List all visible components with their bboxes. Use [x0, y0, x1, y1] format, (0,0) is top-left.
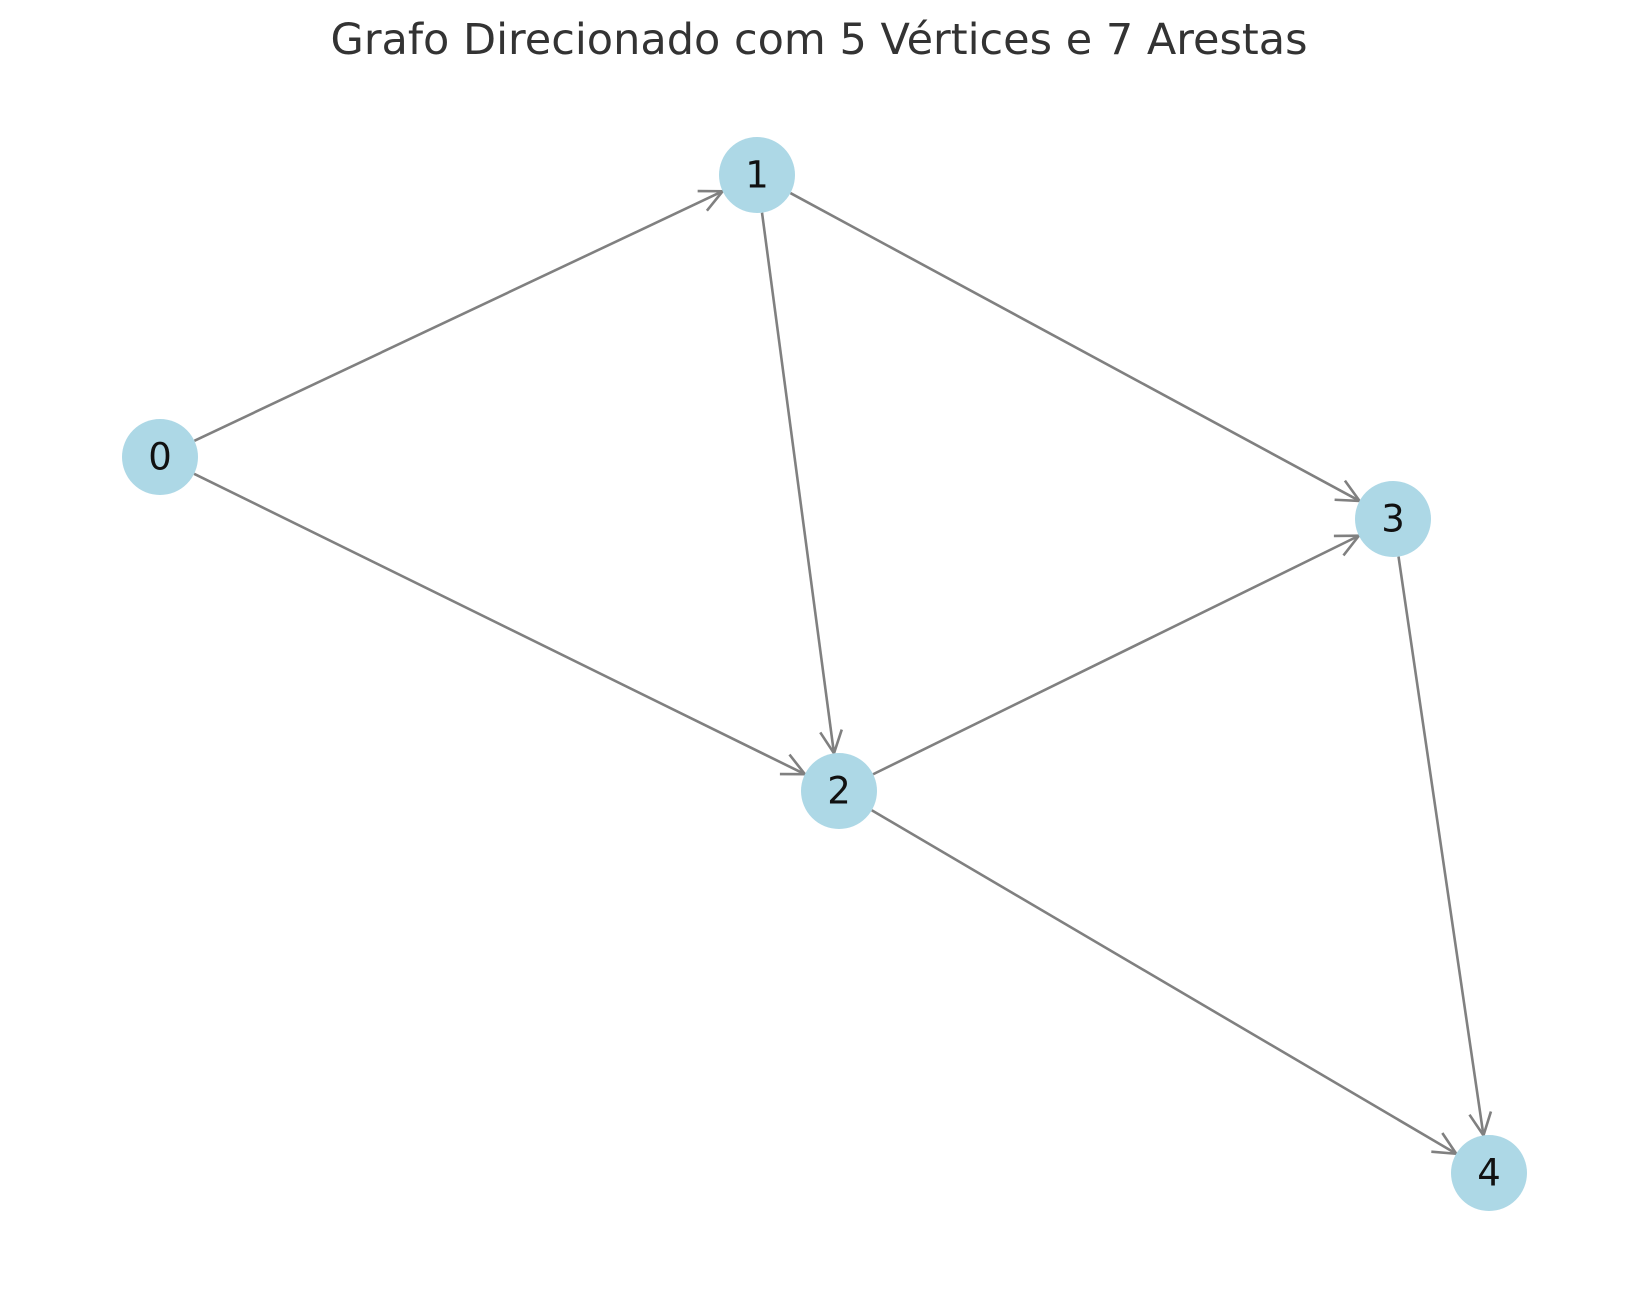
node-circle	[719, 137, 795, 213]
node-circle	[122, 419, 198, 495]
node-label: 2	[827, 770, 851, 813]
node-circle	[1355, 481, 1431, 557]
edge-line	[760, 212, 836, 754]
node-label: 3	[1381, 498, 1405, 541]
edge-line	[193, 472, 806, 776]
node-4: 4	[1451, 1135, 1527, 1211]
node-1: 1	[719, 137, 795, 213]
edges-layer	[193, 189, 1493, 1156]
edge-line	[1397, 556, 1485, 1136]
node-circle	[1451, 1135, 1527, 1211]
node-0: 0	[122, 419, 198, 495]
edge-1-3	[789, 191, 1363, 503]
node-label: 1	[745, 154, 769, 197]
arrowhead-icon	[779, 753, 808, 776]
edge-line	[789, 191, 1361, 503]
node-circle	[801, 753, 877, 829]
nodes-layer: 0 1 2 3 4	[122, 137, 1527, 1211]
edge-0-1	[193, 189, 726, 442]
node-2: 2	[801, 753, 877, 829]
node-3: 3	[1355, 481, 1431, 557]
edge-0-2	[193, 472, 808, 776]
edge-1-2	[760, 212, 844, 757]
edge-2-3	[872, 534, 1362, 776]
edge-line	[872, 534, 1360, 776]
node-label: 4	[1477, 1152, 1501, 1195]
edge-3-4	[1397, 556, 1493, 1139]
edge-2-4	[871, 809, 1459, 1156]
arrowhead-icon	[697, 189, 726, 212]
chart-title: Grafo Direcionado com 5 Vértices e 7 Are…	[331, 15, 1308, 65]
node-label: 0	[148, 436, 172, 479]
edge-line	[871, 809, 1457, 1155]
edge-line	[193, 190, 724, 442]
